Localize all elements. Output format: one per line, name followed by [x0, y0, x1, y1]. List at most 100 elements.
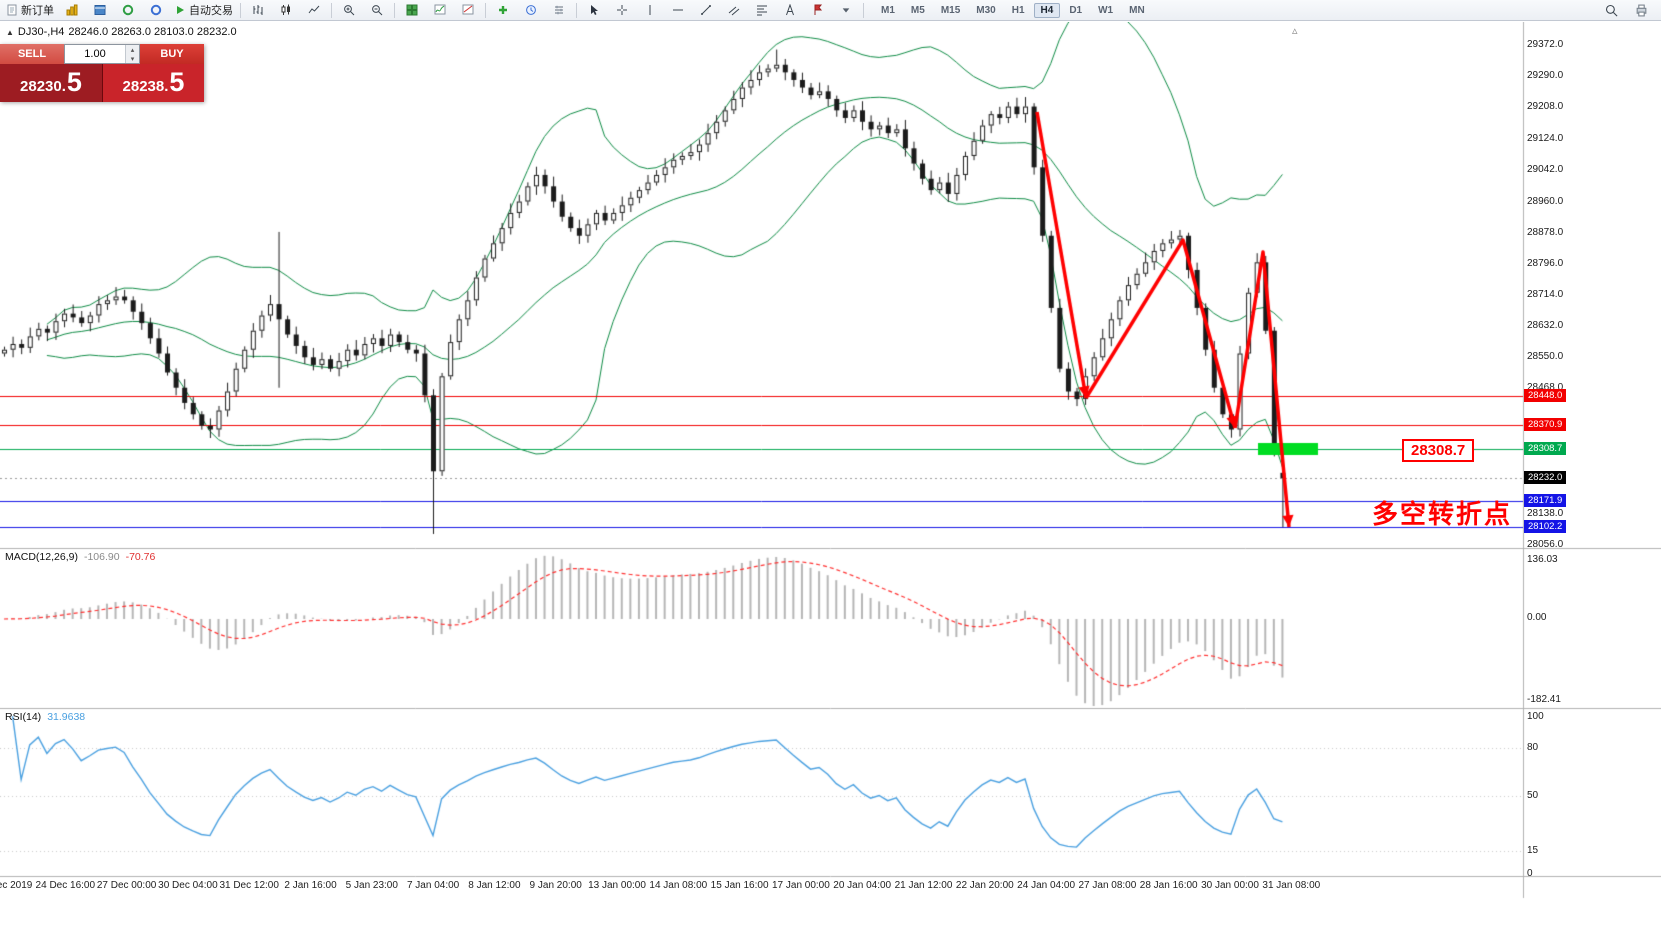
price-axis-tick: 28056.0: [1527, 539, 1564, 550]
trendline-button[interactable]: [692, 0, 720, 20]
time-axis-label: 28 Jan 16:00: [1139, 880, 1198, 891]
add-indicator-button[interactable]: [489, 0, 517, 20]
rsi-name: RSI(14): [5, 711, 42, 723]
level-price-label: 28171.9: [1524, 493, 1567, 507]
sell-price-main: 28230.: [20, 78, 66, 95]
time-axis-label: 31 Dec 12:00: [219, 880, 279, 891]
indicators-icon: [434, 4, 446, 15]
rsi-scale-label: 50: [1527, 790, 1539, 801]
auto-trading-button[interactable]: 自动交易: [170, 0, 237, 20]
timeframe-m1-button[interactable]: M1: [881, 4, 895, 16]
green-circle-button[interactable]: [114, 0, 142, 20]
line-chart-icon: [308, 5, 320, 14]
rsi-scale-label: 80: [1527, 742, 1539, 753]
volume-down-button[interactable]: ▾: [126, 54, 139, 63]
sell-price[interactable]: 28230. 5: [0, 64, 102, 102]
current-price-label: 28232.0: [1524, 471, 1567, 485]
bar-chart-button[interactable]: [244, 0, 272, 20]
time-axis-label: 27 Jan 08:00: [1078, 880, 1137, 891]
gold-bars-button[interactable]: [58, 0, 86, 20]
volume-input[interactable]: [65, 45, 125, 63]
main-toolbar: 新订单 自动交易: [0, 0, 1661, 21]
tile-windows-button[interactable]: [398, 0, 426, 20]
timeframe-mn-button[interactable]: MN: [1129, 4, 1145, 16]
rsi-scale-label: 0: [1527, 868, 1533, 879]
objects-list-icon: [462, 4, 474, 15]
annotation-text[interactable]: 多空转折点: [1372, 499, 1513, 529]
price-axis-tick: 29042.0: [1527, 164, 1564, 176]
timeframe-m15-button[interactable]: M15: [940, 4, 961, 16]
period-clock-button[interactable]: [517, 0, 545, 20]
toolbar-separator: [331, 2, 332, 18]
channel-button[interactable]: [720, 0, 748, 20]
fibonacci-icon: [757, 5, 767, 16]
cursor-button[interactable]: [580, 0, 608, 20]
gold-bars-icon: [66, 4, 78, 16]
arrow-label-button[interactable]: [804, 0, 832, 20]
macd-name: MACD(12,26,9): [5, 551, 78, 563]
line-chart-button[interactable]: [300, 0, 328, 20]
objects-list-button[interactable]: [454, 0, 482, 20]
crosshair-button[interactable]: [608, 0, 636, 20]
new-order-label: 新订单: [21, 5, 54, 17]
vertical-line-button[interactable]: [636, 0, 664, 20]
symbol-period-label: DJ30-,H4: [17, 26, 65, 38]
macd-scale-label: 0.00: [1527, 612, 1547, 623]
level-price-label: 28102.2: [1524, 520, 1567, 534]
chart-canvas[interactable]: [0, 22, 1661, 947]
chart-shift-marker: ▵: [1292, 25, 1298, 37]
zoom-in-button[interactable]: [335, 0, 363, 20]
time-axis-label: 20 Jan 04:00: [833, 880, 892, 891]
cursor-icon: [591, 5, 598, 15]
time-axis-label: 21 Jan 12:00: [894, 880, 953, 891]
buy-button[interactable]: BUY: [140, 44, 204, 64]
macd-value-main: -106.90: [83, 551, 120, 563]
vertical-line-icon: [649, 5, 651, 15]
time-axis-label: 22 Jan 20:00: [955, 880, 1014, 891]
time-axis-label: 8 Jan 12:00: [468, 880, 521, 891]
chart-settings-button[interactable]: [545, 0, 573, 20]
fibonacci-button[interactable]: [748, 0, 776, 20]
price-callout[interactable]: 28308.7: [1402, 439, 1475, 462]
search-button[interactable]: [1597, 0, 1625, 20]
chart-title: ▲ DJ30-,H4 28246.0 28263.0 28103.0 28232…: [6, 26, 237, 38]
bar-chart-icon: [253, 5, 263, 15]
timeframe-d1-button[interactable]: D1: [1069, 4, 1083, 16]
time-axis-label: 7 Jan 04:00: [406, 880, 460, 891]
volume-up-button[interactable]: ▴: [126, 45, 139, 54]
timeframe-h4-button[interactable]: H4: [1033, 2, 1061, 18]
indicators-button[interactable]: [426, 0, 454, 20]
rsi-scale-label: 15: [1527, 845, 1539, 856]
zoom-in-icon: [344, 5, 355, 16]
time-axis-label: 31 Jan 08:00: [1262, 880, 1321, 891]
zoom-out-button[interactable]: [363, 0, 391, 20]
timeframe-h1-button[interactable]: H1: [1011, 4, 1025, 16]
rsi-label: RSI(14) 31.9638: [5, 711, 85, 723]
macd-value-signal: -70.76: [125, 551, 156, 563]
blue-circle-button[interactable]: [142, 0, 170, 20]
channel-icon: [728, 6, 740, 16]
flag-icon: [814, 4, 823, 15]
buy-price[interactable]: 28238. 5: [102, 64, 204, 102]
new-order-button[interactable]: 新订单: [2, 0, 58, 20]
rsi-scale-label: 100: [1527, 711, 1544, 722]
text-tool-button[interactable]: [776, 0, 804, 20]
shapes-dropdown-button[interactable]: [832, 0, 860, 20]
sell-button[interactable]: SELL: [0, 44, 64, 64]
crosshair-icon: [617, 5, 627, 15]
time-axis-label: 24 Dec 16:00: [35, 880, 96, 891]
time-axis-label: 27 Dec 00:00: [96, 880, 157, 891]
timeframe-w1-button[interactable]: W1: [1098, 4, 1114, 16]
candlestick-chart-button[interactable]: [272, 0, 300, 20]
print-button[interactable]: [1627, 0, 1655, 20]
timeframe-m30-button[interactable]: M30: [976, 4, 996, 16]
time-axis-label: 13 Jan 00:00: [588, 880, 646, 891]
time-axis-label: 30 Dec 04:00: [158, 880, 218, 891]
horizontal-line-button[interactable]: [664, 0, 692, 20]
timeframe-m5-button[interactable]: M5: [910, 4, 925, 16]
blue-window-button[interactable]: [86, 0, 114, 20]
sell-price-big-digit: 5: [66, 67, 82, 97]
macd-label: MACD(12,26,9) -106.90 -70.76: [5, 551, 155, 563]
buy-price-big-digit: 5: [169, 67, 185, 97]
